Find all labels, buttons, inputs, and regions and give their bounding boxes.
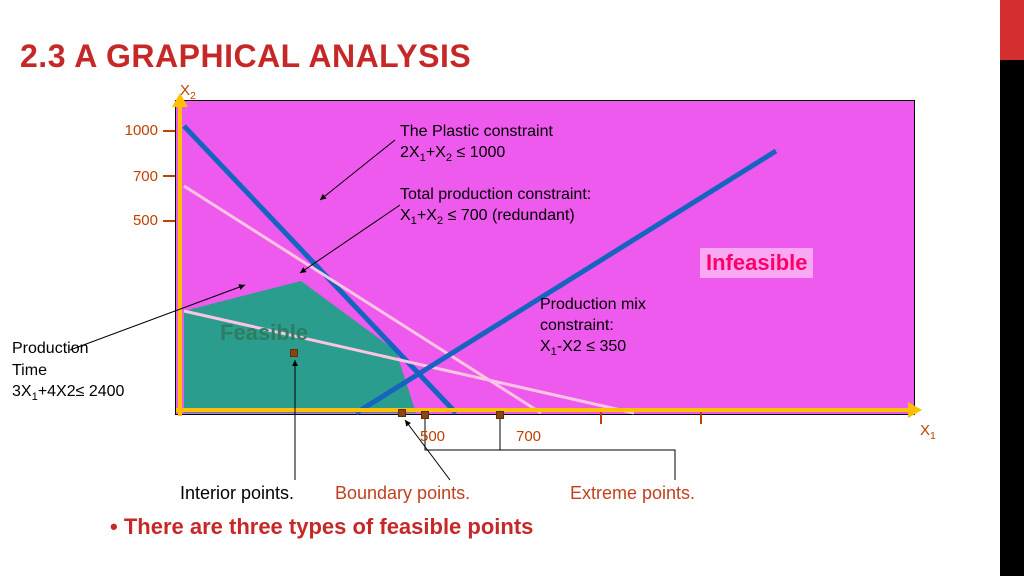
boundary-point-dot — [398, 409, 406, 417]
x-tick-mark — [700, 412, 702, 424]
accent-strip — [1000, 0, 1024, 60]
boundary-legend: Boundary points. — [335, 483, 470, 504]
slide-title: 2.3 A GRAPHICAL ANALYSIS — [20, 38, 471, 75]
extreme-point-dot — [421, 411, 429, 419]
y-axis-arrow-icon — [172, 93, 188, 107]
y-axis — [178, 101, 182, 416]
interior-point-dot — [290, 349, 298, 357]
x-axis — [176, 408, 916, 412]
production-time-annot: Production Time 3X1+4X2≤ 2400 — [12, 338, 124, 405]
slide: 2.3 A GRAPHICAL ANALYSIS 1000 700 500 X2 — [0, 0, 1000, 576]
interior-legend: Interior points. — [180, 483, 294, 504]
feasible-region — [184, 281, 416, 413]
bullet-text: There are three types of feasible points — [110, 514, 533, 540]
x-axis-label: X1 — [920, 422, 936, 442]
extreme-legend: Extreme points. — [570, 483, 695, 504]
feasible-label: Feasible — [220, 320, 308, 346]
mix-annot: Production mix constraint: X1-X2 ≤ 350 — [540, 295, 646, 359]
plastic-annot: The Plastic constraint 2X1+X2 ≤ 1000 — [400, 122, 553, 166]
x-tick-mark — [600, 412, 602, 424]
y-tick-700: 700 — [108, 168, 158, 185]
y-tick-500: 500 — [108, 212, 158, 229]
x-tick-500: 500 — [420, 428, 445, 445]
x-tick-700: 700 — [516, 428, 541, 445]
x-axis-arrow-icon — [908, 402, 922, 418]
infeasible-label: Infeasible — [700, 248, 813, 278]
extreme-point-dot — [496, 411, 504, 419]
total-annot: Total production constraint: X1+X2 ≤ 700… — [400, 185, 591, 229]
y-tick-1000: 1000 — [108, 122, 158, 139]
